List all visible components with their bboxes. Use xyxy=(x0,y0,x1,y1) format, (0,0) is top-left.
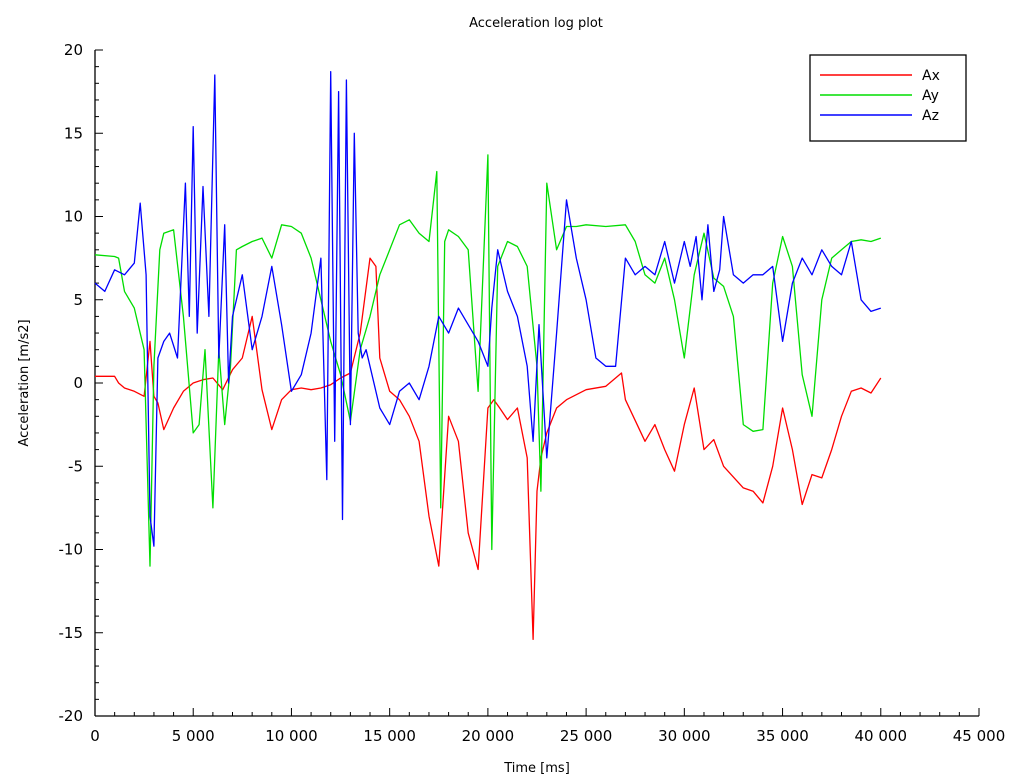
x-tick-label: 45 000 xyxy=(953,727,1006,745)
chart-title: Acceleration log plot xyxy=(469,16,603,31)
series-lines xyxy=(94,70,882,641)
legend-label-ax: Ax xyxy=(922,68,940,84)
chart-legend: Ax Ay Az xyxy=(809,54,967,142)
series-line-ax xyxy=(95,257,882,641)
y-axis-ticks: -20 -15 -10 -5 0 5 10 15 20 xyxy=(59,41,103,725)
x-tick-label: 0 xyxy=(90,727,100,745)
y-tick-label: -15 xyxy=(59,624,84,642)
y-axis-title: Acceleration [m/s2] xyxy=(17,319,32,446)
x-tick-label: 35 000 xyxy=(756,727,809,745)
x-tick-label: 40 000 xyxy=(855,727,908,745)
y-tick-label: 20 xyxy=(64,41,83,59)
y-tick-label: 15 xyxy=(64,124,83,142)
x-tick-label: 25 000 xyxy=(560,727,613,745)
y-tick-label: 5 xyxy=(73,291,83,309)
legend-box xyxy=(809,54,967,142)
y-tick-label: -10 xyxy=(59,541,84,559)
x-axis-ticks: 0 5 000 10 000 15 000 20 000 25 000 30 000 35 0… xyxy=(90,708,1005,745)
series-line-ay xyxy=(94,154,882,567)
x-tick-label: 30 000 xyxy=(658,727,711,745)
x-axis-title: Time [ms] xyxy=(503,761,570,776)
legend-label-az: Az xyxy=(922,108,939,124)
legend-label-ay: Ay xyxy=(922,88,939,104)
x-tick-label: 15 000 xyxy=(363,727,416,745)
x-tick-label: 20 000 xyxy=(462,727,515,745)
x-tick-label: 5 000 xyxy=(172,727,215,745)
y-tick-label: -20 xyxy=(59,707,84,725)
x-tick-label: 10 000 xyxy=(265,727,318,745)
series-line-az xyxy=(94,70,882,547)
y-tick-label: 10 xyxy=(64,208,83,226)
y-tick-label: -5 xyxy=(68,457,83,475)
y-tick-label: 0 xyxy=(73,374,83,392)
